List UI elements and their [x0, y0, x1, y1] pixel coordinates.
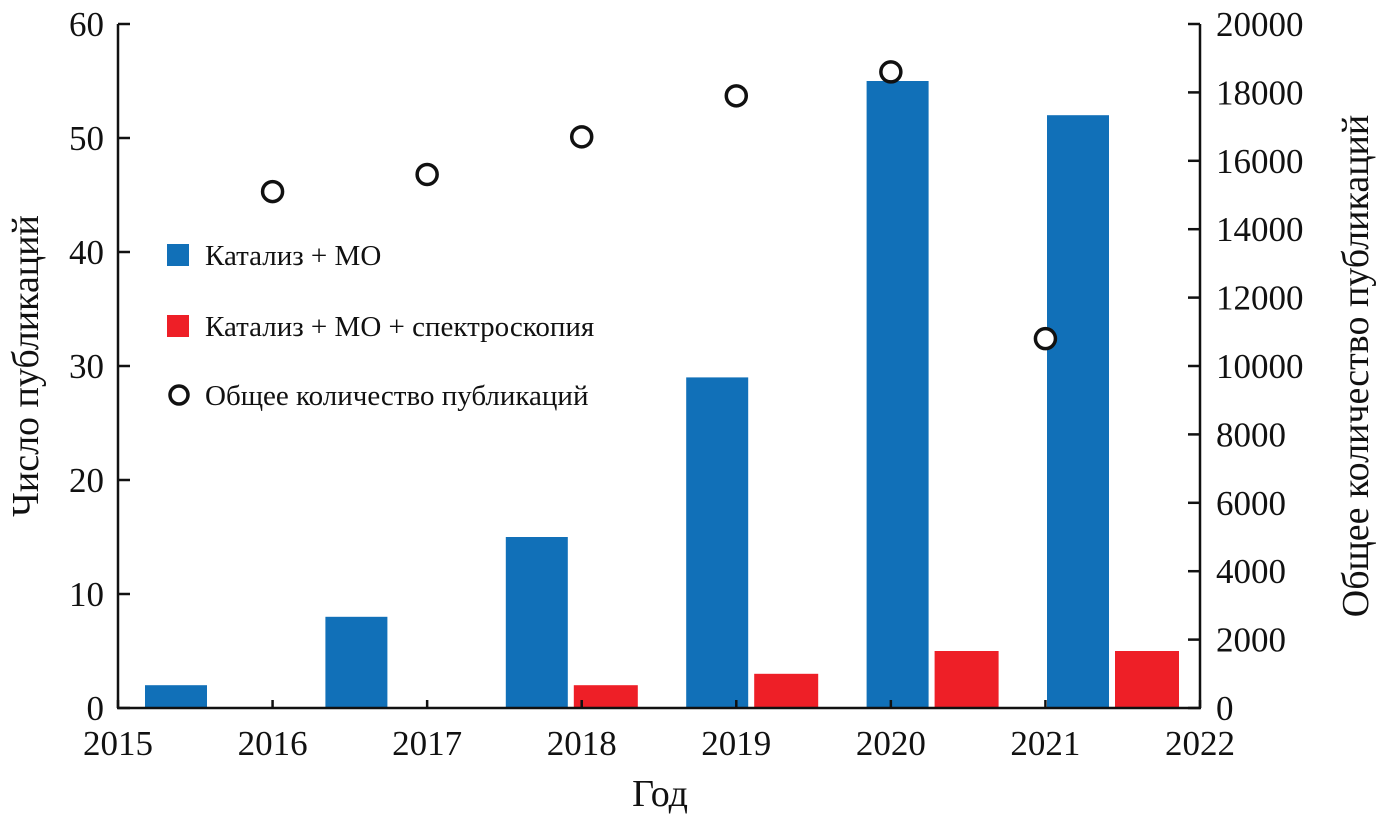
point-total-2021	[1033, 326, 1058, 351]
y2-tick-label: 18000	[1216, 73, 1304, 112]
bars	[145, 81, 1179, 708]
bar-catalysis-mo-spectroscopy-2019	[754, 673, 819, 708]
bar-catalysis-mo-2020	[866, 81, 929, 708]
legend-swatch-blue	[167, 244, 189, 266]
legend-marker-circle	[168, 384, 190, 406]
y2-tick-label: 16000	[1216, 142, 1304, 181]
y2-tick-label: 12000	[1216, 279, 1304, 318]
bar-catalysis-mo-2019	[686, 377, 749, 708]
point-total-2018	[569, 125, 594, 149]
y-tick-label: 0	[87, 689, 105, 728]
y2-tick-label: 0	[1216, 689, 1234, 728]
y-tick-label: 60	[69, 5, 104, 44]
y-tick-label: 20	[69, 461, 104, 500]
point-total-2020	[879, 60, 903, 84]
point-total-2017	[415, 162, 439, 187]
bar-catalysis-mo-2018	[505, 537, 568, 708]
legend-label-total: Общее количество публикаций	[205, 380, 588, 412]
y2-tick-label: 20000	[1216, 5, 1304, 44]
points	[260, 60, 1058, 351]
y-tick-label: 50	[69, 119, 104, 158]
y2-tick-label: 4000	[1216, 552, 1286, 591]
y-tick-label: 10	[69, 575, 104, 614]
ticks: 0 10 20 30 40 50 60 0 2000 4000 6000 8000 10000 12000…	[69, 5, 1304, 763]
legend-label-catalysis-mo-spectroscopy: Катализ + МО + спектроскопия	[205, 311, 594, 343]
x-tick-label: 2019	[701, 724, 771, 763]
x-tick-label: 2017	[392, 724, 462, 763]
y2-tick-label: 10000	[1216, 347, 1304, 386]
legend-label-catalysis-mo: Катализ + МО	[205, 240, 381, 272]
x-tick-label: 2016	[238, 724, 308, 763]
y2-tick-label: 14000	[1216, 210, 1304, 249]
point-total-2019	[724, 84, 749, 108]
y2-tick-label: 6000	[1216, 484, 1286, 523]
bar-catalysis-mo-spectroscopy-2020	[934, 651, 999, 708]
y2-tick-label: 2000	[1216, 621, 1286, 660]
bar-catalysis-mo-2017	[325, 616, 388, 708]
y2-tick-label: 8000	[1216, 415, 1286, 454]
legend-swatch-red	[167, 315, 189, 337]
x-tick-label: 2021	[1010, 724, 1080, 763]
bar-catalysis-mo-2021	[1047, 115, 1109, 708]
y-tick-label: 30	[69, 347, 104, 386]
bar-catalysis-mo-spectroscopy-2021	[1115, 651, 1179, 708]
bar-catalysis-mo-2016	[145, 685, 207, 708]
bar-catalysis-mo-spectroscopy-2018	[573, 685, 638, 708]
legend: Катализ + МО Катализ + МО + спектроскопи…	[167, 240, 594, 412]
x-axis-label: Год	[632, 773, 688, 815]
x-tick-label: 2020	[856, 724, 926, 763]
y-axis-label: Число публикаций	[5, 215, 47, 517]
y2-axis-label: Общее количество публикаций	[1335, 115, 1377, 617]
x-tick-label: 2015	[83, 724, 153, 763]
point-total-2016	[260, 179, 285, 204]
axes	[116, 24, 1202, 710]
x-tick-label: 2018	[547, 724, 617, 763]
x-tick-label: 2022	[1165, 724, 1235, 763]
y-tick-label: 40	[69, 233, 104, 272]
